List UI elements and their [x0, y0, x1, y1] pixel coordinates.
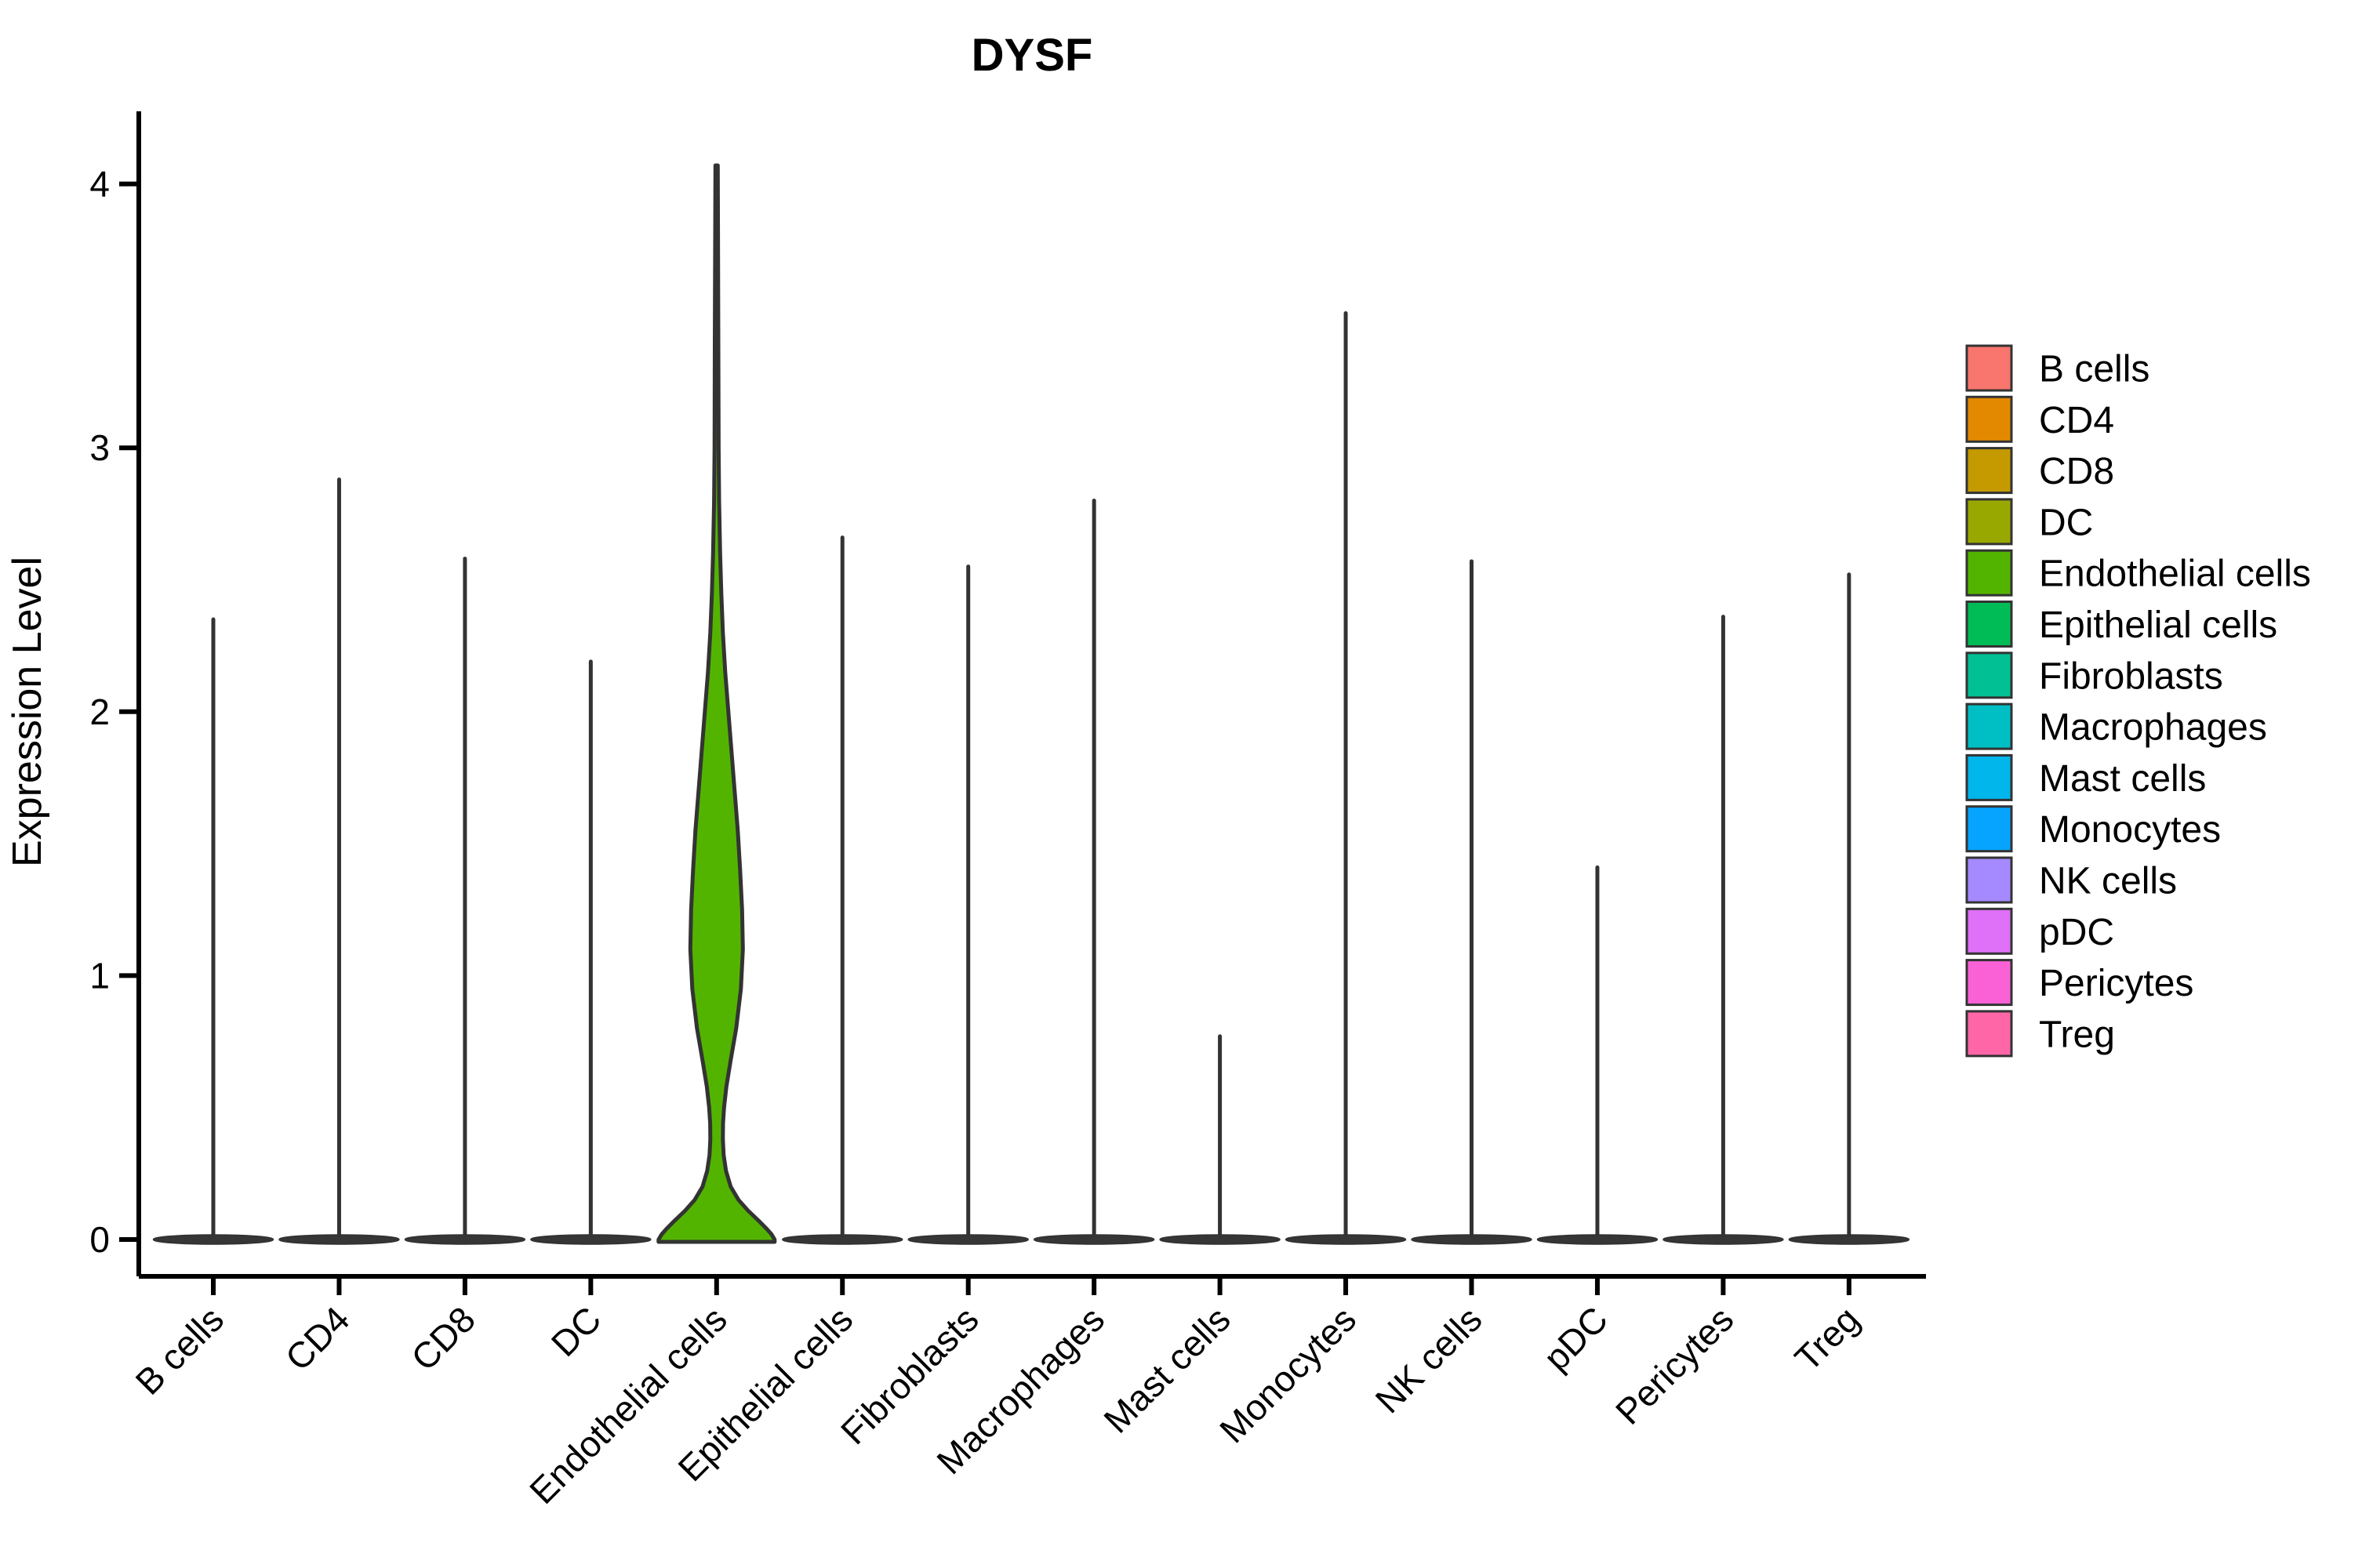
legend-label: CD4: [2039, 400, 2114, 441]
violin-mast-cells: [1159, 1034, 1281, 1245]
violin-fibroblasts: [907, 564, 1029, 1245]
legend-item: NK cells: [1965, 856, 2177, 904]
y-axis: 0 1 2 3 4: [89, 111, 141, 1276]
legend-item: Monocytes: [1965, 805, 2221, 853]
legend-label: Mast cells: [2039, 758, 2206, 800]
legend-label: B cells: [2039, 349, 2149, 390]
violin-baseline-lens: [1285, 1234, 1407, 1245]
x-tick-label: NK cells: [1367, 1298, 1489, 1421]
legend-item: Fibroblasts: [1965, 652, 2223, 699]
x-tick-label: pDC: [1535, 1298, 1615, 1378]
y-tick-label: 4: [89, 164, 110, 205]
legend-label: NK cells: [2039, 861, 2177, 902]
x-tick-label: Treg: [1786, 1298, 1866, 1378]
violin-pericytes: [1662, 615, 1784, 1245]
legend-swatch: [1965, 702, 2013, 750]
legend-label: Treg: [2039, 1014, 2115, 1055]
legend-item: CD8: [1965, 447, 2114, 495]
legend-label: Fibroblasts: [2039, 655, 2223, 697]
legend-label: CD8: [2039, 451, 2114, 492]
legend-swatch: [1965, 447, 2013, 495]
legend-item: Endothelial cells: [1965, 549, 2311, 597]
legend-swatch: [1965, 395, 2013, 443]
legend-swatch: [1965, 959, 2013, 1007]
legend-item: Mast cells: [1965, 753, 2206, 801]
violin-baseline-lens: [278, 1234, 400, 1245]
legend-label: Epithelial cells: [2039, 604, 2277, 646]
legend-item: DC: [1965, 498, 2093, 546]
legend-swatch: [1965, 856, 2013, 904]
legend-swatch: [1965, 652, 2013, 699]
legend-label: Macrophages: [2039, 707, 2267, 749]
legend-swatch: [1965, 549, 2013, 597]
y-tick-label: 1: [89, 955, 110, 996]
legend-swatch: [1965, 907, 2013, 955]
x-tick-label: CD8: [403, 1298, 483, 1378]
violin-monocytes: [1285, 311, 1407, 1245]
violin-pdc: [1536, 865, 1659, 1245]
violin-cd4: [278, 477, 400, 1245]
violin-baseline-lens: [1662, 1234, 1784, 1245]
y-tick-label: 2: [89, 691, 110, 732]
violin-baseline-lens: [782, 1234, 903, 1245]
violin-nk-cells: [1411, 559, 1532, 1245]
violin-baseline-lens: [1788, 1234, 1910, 1245]
legend-item: B cells: [1965, 344, 2149, 392]
legend-swatch: [1965, 344, 2013, 392]
legend-item: pDC: [1965, 907, 2114, 955]
legend-label: pDC: [2039, 912, 2114, 953]
violin-baseline-lens: [152, 1234, 274, 1245]
violin-epithelial-cells: [782, 535, 903, 1245]
violin-series: [152, 163, 1910, 1245]
chart-title: DYSF: [972, 30, 1093, 81]
violin-baseline-lens: [1411, 1234, 1532, 1245]
violin-macrophages: [1033, 499, 1155, 1245]
x-tick-label: B cells: [127, 1298, 231, 1403]
violin-baseline-lens: [1159, 1234, 1281, 1245]
violin-baseline-lens: [1536, 1234, 1659, 1245]
legend-item: CD4: [1965, 395, 2114, 443]
x-tick-label: Monocytes: [1212, 1298, 1364, 1450]
y-tick-label: 0: [89, 1219, 110, 1260]
x-tick-label: Pericytes: [1608, 1298, 1742, 1432]
legend-item: Macrophages: [1965, 702, 2267, 750]
legend-item: Treg: [1965, 1010, 2115, 1058]
legend-swatch: [1965, 805, 2013, 853]
legend-swatch: [1965, 601, 2013, 648]
legend-item: Pericytes: [1965, 959, 2193, 1007]
violin-baseline-lens: [530, 1234, 652, 1245]
x-tick-label: DC: [543, 1298, 609, 1364]
legend-label: Monocytes: [2039, 809, 2221, 851]
legend-swatch: [1965, 1010, 2013, 1058]
legend-swatch: [1965, 753, 2013, 801]
legend-item: Epithelial cells: [1965, 601, 2277, 648]
legend: B cells CD4 CD8 DC Endothelial cells Epitheli…: [1965, 344, 2311, 1058]
violin-cd8: [404, 557, 526, 1245]
violin-endothelial-cells: [656, 163, 777, 1244]
legend-label: Pericytes: [2039, 963, 2193, 1004]
legend-swatch: [1965, 498, 2013, 546]
violin-baseline-lens: [907, 1234, 1029, 1245]
violin-baseline-lens: [1033, 1234, 1155, 1245]
violin-treg: [1788, 572, 1910, 1245]
legend-label: DC: [2039, 502, 2093, 543]
violin-baseline-lens: [404, 1234, 526, 1245]
violin-body: [656, 163, 777, 1244]
violin-dc: [530, 659, 652, 1245]
legend-label: Endothelial cells: [2039, 554, 2311, 595]
x-tick-label: CD4: [278, 1298, 358, 1378]
y-axis-label: Expression Level: [5, 557, 50, 867]
y-tick-label: 3: [89, 427, 110, 468]
violin-b-cells: [152, 617, 274, 1245]
